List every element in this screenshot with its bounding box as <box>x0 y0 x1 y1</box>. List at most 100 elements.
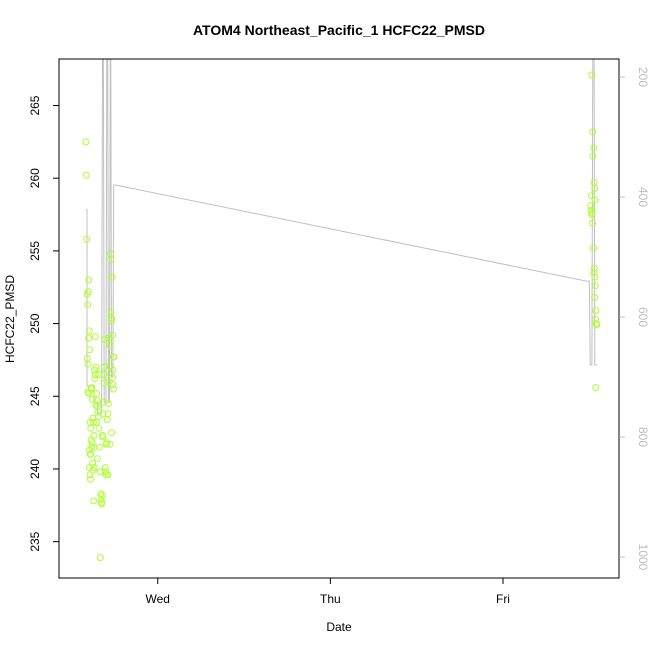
data-point <box>84 288 92 296</box>
data-point <box>105 362 113 370</box>
data-point <box>590 264 598 272</box>
data-point <box>98 498 106 506</box>
data-point <box>589 219 597 227</box>
data-point <box>108 429 116 437</box>
data-point <box>92 363 100 371</box>
data-point <box>103 439 111 447</box>
data-point <box>95 371 103 378</box>
right-axis: 200 400 600 800 1000 <box>619 67 650 571</box>
data-point <box>87 436 95 444</box>
data-point <box>85 334 93 342</box>
data-point <box>97 496 105 503</box>
data-point <box>106 341 114 349</box>
data-point <box>590 269 598 277</box>
data-point <box>91 333 99 341</box>
data-point <box>591 282 599 290</box>
y-tick-label: 260 <box>28 168 42 188</box>
data-point <box>89 459 97 467</box>
data-point <box>104 410 112 418</box>
data-point <box>85 276 93 284</box>
y-tick-label: 235 <box>28 531 42 551</box>
data-point <box>88 439 96 447</box>
data-point <box>109 373 116 381</box>
data-point <box>100 379 108 387</box>
data-point <box>86 471 94 479</box>
right-axis-tick-label: 200 <box>636 67 650 87</box>
data-point <box>101 363 109 371</box>
data-point <box>109 385 117 393</box>
data-point <box>109 366 117 374</box>
data-point <box>88 395 96 403</box>
x-tick-label: Wed <box>146 592 170 606</box>
data-point <box>108 317 116 325</box>
right-axis-tick-label: 400 <box>636 187 650 207</box>
data-point <box>95 424 103 432</box>
data-point <box>107 256 115 264</box>
x-axis: Wed Thu Fri <box>146 578 510 606</box>
data-point <box>94 408 102 416</box>
y-axis: 235 240 245 250 255 260 265 <box>28 95 59 552</box>
data-point <box>86 475 94 483</box>
data-point <box>588 209 596 217</box>
data-point <box>109 381 117 389</box>
data-point <box>82 171 90 179</box>
data-point <box>84 301 92 309</box>
data-point <box>89 466 97 474</box>
data-point <box>110 353 118 361</box>
data-point <box>104 471 112 479</box>
data-point <box>591 273 599 281</box>
data-point <box>106 440 114 448</box>
data-point <box>588 71 596 79</box>
right-axis-tick-label: 800 <box>636 427 650 447</box>
data-point <box>96 554 104 562</box>
data-point <box>83 235 91 243</box>
y-axis-title: HCFC22_PMSD <box>3 275 17 363</box>
data-point <box>587 202 595 210</box>
data-point <box>591 196 599 204</box>
data-point <box>88 384 96 392</box>
data-point <box>590 144 598 152</box>
data-point <box>90 497 98 505</box>
data-point <box>84 360 92 368</box>
y-tick-label: 265 <box>28 95 42 115</box>
data-point <box>87 424 95 432</box>
data-point <box>86 346 94 354</box>
data-point <box>108 273 116 281</box>
data-point <box>96 443 104 451</box>
data-point <box>101 336 109 344</box>
data-point <box>99 433 107 441</box>
data-point <box>91 375 99 383</box>
data-point <box>82 138 90 146</box>
y-tick-label: 250 <box>28 313 42 333</box>
data-point <box>101 464 109 471</box>
data-point <box>591 184 599 192</box>
x-axis-title: Date <box>326 620 352 634</box>
data-point <box>592 384 600 392</box>
data-point <box>102 471 110 479</box>
data-point <box>108 314 115 322</box>
data-point <box>100 398 107 406</box>
y-tick-label: 245 <box>28 386 42 406</box>
data-point <box>99 410 107 418</box>
data-point <box>92 401 100 409</box>
y-tick-label: 240 <box>28 459 42 479</box>
data-point <box>90 464 98 471</box>
data-point <box>91 371 99 378</box>
plot-area <box>58 58 620 579</box>
data-point <box>589 128 597 136</box>
data-point <box>589 152 597 160</box>
data-point <box>89 418 97 426</box>
x-tick-label: Thu <box>320 592 341 606</box>
plot-frame <box>58 58 620 579</box>
data-point <box>593 321 601 329</box>
right-axis-tick-label: 1000 <box>636 544 650 571</box>
chart-title: ATOM4 Northeast_Pacific_1 HCFC22_PMSD <box>193 22 485 38</box>
y-tick-label: 255 <box>28 241 42 261</box>
data-point <box>592 307 600 314</box>
data-point <box>587 192 595 200</box>
data-point <box>104 400 112 407</box>
right-axis-tick-label: 600 <box>636 307 650 327</box>
data-point <box>591 293 598 301</box>
